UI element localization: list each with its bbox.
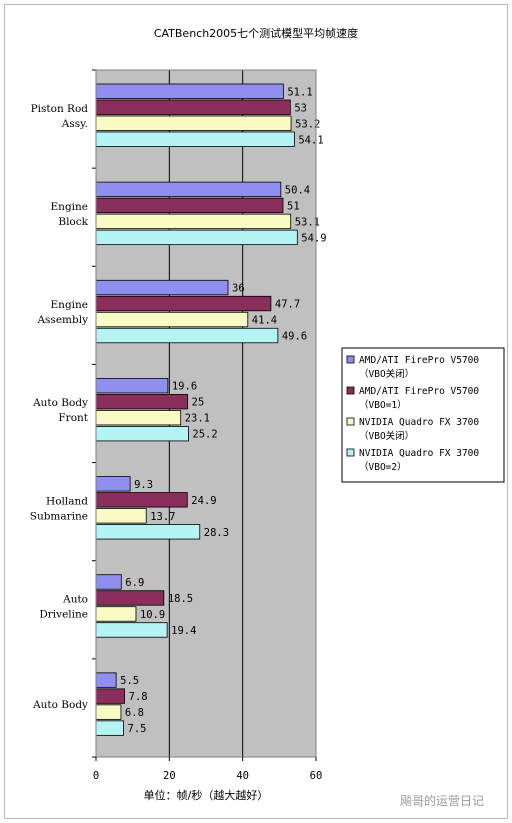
data-label-s3-c1: 54.9 <box>301 232 326 244</box>
category-label-2-1: Assembly <box>36 314 88 326</box>
bar-s2-c2 <box>95 311 249 328</box>
x-tick-label-3: 60 <box>310 770 323 782</box>
legend-swatch-1 <box>346 386 355 395</box>
legend-label-2-0: NVIDIA Quadro FX 3700 <box>359 417 479 428</box>
chart-title: CATBench2005七个测试模型平均帧速度 <box>154 26 358 40</box>
data-label-s2-c5: 10.9 <box>140 609 165 621</box>
bar-s0-c1 <box>95 181 282 198</box>
data-label-s3-c5: 19.4 <box>171 625 196 637</box>
legend-label-1-1: （VBO=1） <box>359 399 407 411</box>
x-tick-label-2: 40 <box>236 770 249 782</box>
bar-s2-c1 <box>95 213 292 230</box>
legend-swatch-2 <box>346 417 355 426</box>
data-label-s0-c0: 51.1 <box>287 86 312 98</box>
legend-label-3-1: （VBO=2） <box>359 461 407 473</box>
data-label-s1-c2: 47.7 <box>275 299 300 311</box>
x-tick-label-1: 20 <box>163 770 176 782</box>
bar-s3-c5 <box>95 622 168 638</box>
legend-label-3-0: NVIDIA Quadro FX 3700 <box>359 448 479 459</box>
bar-s3-c3 <box>95 426 189 442</box>
legend-label-0-0: AMD/ATI FirePro V5700 <box>359 355 479 366</box>
watermark: 飚哥的运营日记 <box>400 794 485 808</box>
bar-s3-c0 <box>95 131 295 147</box>
bar-s3-c6 <box>95 720 124 736</box>
bar-s0-c6 <box>95 672 117 688</box>
bar-s3-c1 <box>95 229 298 246</box>
category-label-1-0: Engine <box>51 201 88 213</box>
legend-swatch-0 <box>346 355 355 364</box>
data-label-s1-c0: 53 <box>294 102 307 114</box>
data-label-s3-c4: 28.3 <box>204 527 229 539</box>
legend-label-2-1: （VBO关闭） <box>359 430 414 442</box>
bar-s1-c6 <box>95 688 126 704</box>
category-label-0-0: Piston Rod <box>31 103 89 115</box>
category-label-3-0: Auto Body <box>32 397 88 409</box>
data-label-s0-c3: 19.6 <box>172 381 197 393</box>
legend-swatch-3 <box>346 448 355 457</box>
data-label-s2-c1: 53.1 <box>295 216 320 228</box>
bar-s2-c5 <box>95 606 137 622</box>
data-label-s2-c2: 41.4 <box>252 315 277 327</box>
plot-border <box>95 69 317 758</box>
legend-box <box>341 347 505 483</box>
category-label-1-1: Block <box>58 216 88 228</box>
category-label-6-0: Auto Body <box>32 699 88 711</box>
data-label-s0-c4: 9.3 <box>134 479 153 491</box>
chart-frame <box>4 4 508 819</box>
bar-s0-c5 <box>95 574 122 590</box>
x-tick-label-0: 0 <box>93 770 99 782</box>
bar-s1-c5 <box>95 590 165 606</box>
data-label-s0-c1: 50.4 <box>285 184 310 196</box>
bar-s2-c6 <box>95 704 122 720</box>
data-label-s3-c3: 25.2 <box>192 429 217 441</box>
bar-s1-c4 <box>95 492 188 508</box>
data-label-s1-c1: 51 <box>287 200 300 212</box>
legend-label-0-1: （VBO关闭） <box>359 368 414 380</box>
data-label-s1-c4: 24.9 <box>191 495 216 507</box>
bar-s2-c4 <box>95 508 147 524</box>
bar-s0-c4 <box>95 476 131 492</box>
category-label-2-0: Engine <box>51 299 88 311</box>
data-label-s2-c4: 13.7 <box>150 511 175 523</box>
category-label-0-1: Assy. <box>61 118 88 130</box>
bar-s2-c3 <box>95 410 182 426</box>
data-label-s1-c6: 7.8 <box>129 691 148 703</box>
category-label-4-0: Holland <box>46 495 88 507</box>
data-label-s2-c3: 23.1 <box>185 413 210 425</box>
bar-s3-c2 <box>95 327 279 344</box>
category-label-5-0: Auto <box>62 593 88 605</box>
category-label-4-1: Submarine <box>30 510 88 522</box>
bar-s2-c0 <box>95 115 292 131</box>
legend-label-1-0: AMD/ATI FirePro V5700 <box>359 386 479 397</box>
data-label-s0-c6: 5.5 <box>120 675 139 687</box>
bar-s0-c3 <box>95 378 169 394</box>
data-label-s0-c2: 36 <box>232 283 245 295</box>
data-label-s3-c0: 54.1 <box>298 134 323 146</box>
data-label-s3-c6: 7.5 <box>128 723 147 735</box>
bar-s1-c1 <box>95 197 284 214</box>
data-label-s2-c0: 53.2 <box>295 118 320 130</box>
data-label-s3-c2: 49.6 <box>282 331 307 343</box>
bar-s1-c0 <box>95 99 291 115</box>
data-label-s0-c5: 6.9 <box>125 577 144 589</box>
bar-s1-c3 <box>95 394 189 410</box>
category-label-3-1: Front <box>58 412 88 424</box>
bar-s3-c4 <box>95 524 201 540</box>
bar-s0-c0 <box>95 83 284 99</box>
data-label-s2-c6: 6.8 <box>125 707 144 719</box>
category-label-5-1: Driveline <box>39 608 88 620</box>
bar-s0-c2 <box>95 279 229 296</box>
x-axis-title: 单位：帧/秒（越大越好） <box>144 788 269 802</box>
data-label-s1-c5: 18.5 <box>168 593 193 605</box>
bar-s1-c2 <box>95 295 272 312</box>
data-label-s1-c3: 25 <box>192 397 205 409</box>
